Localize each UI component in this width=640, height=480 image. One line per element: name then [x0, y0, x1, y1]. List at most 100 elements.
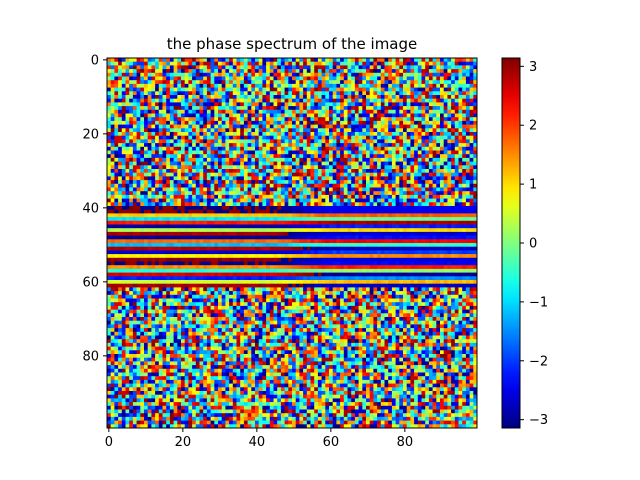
heatmap-cell	[366, 194, 371, 199]
heatmap-cell	[255, 224, 260, 229]
heatmap-cell	[236, 209, 241, 214]
heatmap-cell	[132, 202, 137, 207]
heatmap-cell	[303, 135, 308, 140]
heatmap-cell	[317, 128, 322, 133]
heatmap-cell	[366, 132, 371, 137]
heatmap-cell	[380, 183, 385, 188]
heatmap-cell	[366, 58, 371, 63]
heatmap-cell	[443, 139, 448, 144]
heatmap-cell	[303, 150, 308, 155]
heatmap-cell	[232, 120, 237, 125]
heatmap-cell	[132, 165, 137, 170]
heatmap-cell	[414, 239, 419, 244]
heatmap-cell	[421, 220, 426, 225]
heatmap-cell	[306, 132, 311, 137]
heatmap-cell	[247, 146, 252, 151]
heatmap-cell	[351, 91, 356, 96]
heatmap-cell	[288, 224, 293, 229]
heatmap-cell	[280, 213, 285, 218]
heatmap-cell	[332, 132, 337, 137]
heatmap-cell	[451, 183, 456, 188]
heatmap-cell	[473, 132, 478, 137]
heatmap-cell	[317, 83, 322, 88]
heatmap-cell	[369, 91, 374, 96]
heatmap-cell	[336, 150, 341, 155]
heatmap-cell	[140, 132, 145, 137]
heatmap-cell	[425, 135, 430, 140]
heatmap-cell	[329, 72, 334, 77]
heatmap-cell	[292, 165, 297, 170]
heatmap-cell	[306, 106, 311, 111]
heatmap-cell	[280, 132, 285, 137]
heatmap-cell	[225, 220, 230, 225]
heatmap-cell	[362, 95, 367, 100]
heatmap-cell	[169, 58, 174, 63]
heatmap-cell	[425, 109, 430, 114]
heatmap-cell	[140, 209, 145, 214]
heatmap-cell	[181, 228, 186, 233]
heatmap-cell	[458, 217, 463, 222]
heatmap-cell	[303, 139, 308, 144]
heatmap-cell	[173, 80, 178, 85]
heatmap-cell	[114, 146, 119, 151]
heatmap-cell	[195, 239, 200, 244]
heatmap-cell	[136, 198, 141, 203]
heatmap-cell	[465, 176, 470, 181]
heatmap-cell	[218, 161, 223, 166]
heatmap-cell	[147, 72, 152, 77]
heatmap-cell	[240, 58, 245, 63]
heatmap-cell	[229, 61, 234, 66]
heatmap-cell	[395, 213, 400, 218]
heatmap-cell	[240, 120, 245, 125]
heatmap-cell	[451, 176, 456, 181]
heatmap-cell	[158, 58, 163, 63]
heatmap-cell	[221, 194, 226, 199]
heatmap-cell	[384, 231, 389, 236]
heatmap-cell	[114, 113, 119, 118]
heatmap-cell	[273, 72, 278, 77]
heatmap-cell	[340, 65, 345, 70]
heatmap-cell	[425, 132, 430, 137]
heatmap-cell	[162, 194, 167, 199]
heatmap-cell	[203, 58, 208, 63]
heatmap-cell	[351, 65, 356, 70]
heatmap-cell	[136, 87, 141, 92]
heatmap-cell	[473, 65, 478, 70]
heatmap-cell	[373, 143, 378, 148]
heatmap-cell	[351, 117, 356, 122]
heatmap-cell	[380, 61, 385, 66]
heatmap-cell	[432, 187, 437, 192]
heatmap-cell	[147, 80, 152, 85]
heatmap-cell	[303, 120, 308, 125]
heatmap-cell	[125, 169, 130, 174]
heatmap-cell	[310, 80, 315, 85]
heatmap-cell	[358, 132, 363, 137]
heatmap-cell	[236, 176, 241, 181]
heatmap-cell	[451, 224, 456, 229]
heatmap-cell	[210, 194, 215, 199]
heatmap-cell	[192, 120, 197, 125]
heatmap-cell	[332, 83, 337, 88]
heatmap-cell	[121, 95, 126, 100]
heatmap-cell	[210, 80, 215, 85]
heatmap-cell	[436, 220, 441, 225]
heatmap-cell	[288, 187, 293, 192]
heatmap-cell	[343, 235, 348, 240]
heatmap-cell	[110, 224, 115, 229]
heatmap-cell	[406, 209, 411, 214]
heatmap-cell	[206, 169, 211, 174]
heatmap-cell	[280, 58, 285, 63]
heatmap-cell	[317, 224, 322, 229]
heatmap-cell	[377, 150, 382, 155]
heatmap-cell	[221, 217, 226, 222]
heatmap-cell	[406, 187, 411, 192]
heatmap-cell	[236, 91, 241, 96]
heatmap-cell	[284, 187, 289, 192]
heatmap-cell	[269, 72, 274, 77]
heatmap-cell	[343, 176, 348, 181]
heatmap-cell	[136, 76, 141, 81]
heatmap-cell	[403, 83, 408, 88]
heatmap-cell	[236, 194, 241, 199]
heatmap-cell	[292, 172, 297, 177]
heatmap-cell	[232, 65, 237, 70]
